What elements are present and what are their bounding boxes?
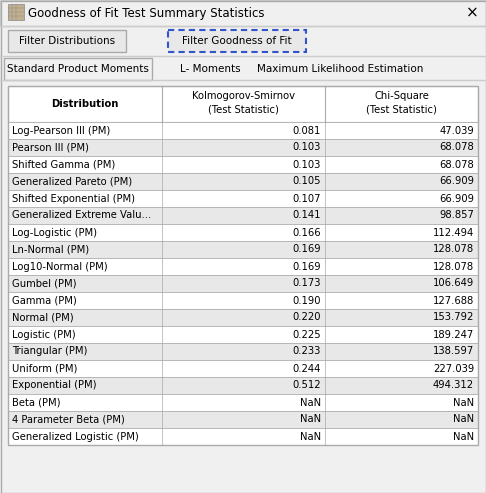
Text: NaN: NaN (453, 431, 474, 442)
Text: Standard Product Moments: Standard Product Moments (7, 64, 149, 74)
Text: Kolmogorov-Smirnov: Kolmogorov-Smirnov (192, 91, 295, 101)
Text: 68.078: 68.078 (439, 142, 474, 152)
Text: 0.169: 0.169 (293, 261, 321, 272)
Text: 0.081: 0.081 (293, 126, 321, 136)
Text: ×: × (466, 5, 478, 21)
Bar (8, 343, 478, 360)
Bar (8, 173, 478, 190)
Bar (8, 241, 478, 258)
Bar (0, 0, 486, 26)
Bar (8, 275, 478, 292)
Text: NaN: NaN (453, 415, 474, 424)
Bar (8, 139, 478, 156)
Bar (4, 58, 152, 80)
Text: (Test Statistic): (Test Statistic) (208, 105, 279, 115)
Text: 0.512: 0.512 (293, 381, 321, 390)
Text: 0.141: 0.141 (293, 211, 321, 220)
Bar (8, 309, 478, 326)
Text: Shifted Gamma (PM): Shifted Gamma (PM) (12, 160, 115, 170)
Text: Chi-Square: Chi-Square (374, 91, 429, 101)
Bar (8, 428, 478, 445)
Bar (8, 86, 478, 122)
Text: 106.649: 106.649 (433, 279, 474, 288)
Text: 66.909: 66.909 (439, 193, 474, 204)
Text: L- Moments: L- Moments (180, 64, 240, 74)
Bar (8, 377, 478, 394)
Text: 0.169: 0.169 (293, 245, 321, 254)
Text: Beta (PM): Beta (PM) (12, 397, 60, 408)
Text: 227.039: 227.039 (433, 363, 474, 374)
Bar (8, 30, 126, 52)
Text: 128.078: 128.078 (433, 261, 474, 272)
Text: 0.233: 0.233 (293, 347, 321, 356)
Bar (8, 207, 478, 224)
Text: Goodness of Fit Test Summary Statistics: Goodness of Fit Test Summary Statistics (28, 6, 264, 20)
Bar (8, 258, 478, 275)
Text: Distribution: Distribution (52, 99, 119, 109)
Text: Shifted Exponential (PM): Shifted Exponential (PM) (12, 193, 135, 204)
Text: Generalized Logistic (PM): Generalized Logistic (PM) (12, 431, 139, 442)
Text: Filter Goodness of Fit: Filter Goodness of Fit (182, 36, 292, 46)
Text: Normal (PM): Normal (PM) (12, 313, 73, 322)
Text: 47.039: 47.039 (439, 126, 474, 136)
Text: NaN: NaN (300, 431, 321, 442)
Text: 189.247: 189.247 (433, 329, 474, 340)
Text: Pearson III (PM): Pearson III (PM) (12, 142, 89, 152)
Text: 138.597: 138.597 (433, 347, 474, 356)
Bar (8, 326, 478, 343)
Bar (8, 4, 24, 20)
Text: 68.078: 68.078 (439, 160, 474, 170)
Text: Triangular (PM): Triangular (PM) (12, 347, 87, 356)
Text: NaN: NaN (300, 397, 321, 408)
Text: Logistic (PM): Logistic (PM) (12, 329, 76, 340)
Text: NaN: NaN (300, 415, 321, 424)
Text: 66.909: 66.909 (439, 176, 474, 186)
Text: Generalized Extreme Valu...: Generalized Extreme Valu... (12, 211, 151, 220)
Bar (168, 30, 306, 52)
Text: 0.225: 0.225 (293, 329, 321, 340)
Text: Ln-Normal (PM): Ln-Normal (PM) (12, 245, 89, 254)
Text: NaN: NaN (453, 397, 474, 408)
Text: 128.078: 128.078 (433, 245, 474, 254)
Text: (Test Statistic): (Test Statistic) (366, 105, 437, 115)
Bar (8, 292, 478, 309)
Text: 4 Parameter Beta (PM): 4 Parameter Beta (PM) (12, 415, 125, 424)
Text: Log10-Normal (PM): Log10-Normal (PM) (12, 261, 107, 272)
Bar (8, 86, 478, 445)
Text: 0.103: 0.103 (293, 142, 321, 152)
Text: 98.857: 98.857 (439, 211, 474, 220)
Bar (8, 394, 478, 411)
Text: Uniform (PM): Uniform (PM) (12, 363, 77, 374)
Text: 0.105: 0.105 (293, 176, 321, 186)
Text: 112.494: 112.494 (433, 227, 474, 238)
Text: 0.220: 0.220 (293, 313, 321, 322)
Bar (8, 156, 478, 173)
Text: Log-Logistic (PM): Log-Logistic (PM) (12, 227, 97, 238)
Bar (8, 224, 478, 241)
Bar (8, 411, 478, 428)
Text: 0.173: 0.173 (293, 279, 321, 288)
Text: Generalized Pareto (PM): Generalized Pareto (PM) (12, 176, 132, 186)
Text: 153.792: 153.792 (433, 313, 474, 322)
Bar (8, 360, 478, 377)
Text: Gumbel (PM): Gumbel (PM) (12, 279, 76, 288)
Bar (8, 122, 478, 139)
Text: Log-Pearson III (PM): Log-Pearson III (PM) (12, 126, 110, 136)
Text: 0.190: 0.190 (293, 295, 321, 306)
Text: Exponential (PM): Exponential (PM) (12, 381, 97, 390)
Text: Filter Distributions: Filter Distributions (19, 36, 115, 46)
Text: 494.312: 494.312 (433, 381, 474, 390)
Text: Gamma (PM): Gamma (PM) (12, 295, 77, 306)
Text: 127.688: 127.688 (433, 295, 474, 306)
Bar (8, 190, 478, 207)
Text: 0.166: 0.166 (293, 227, 321, 238)
Text: Maximum Likelihood Estimation: Maximum Likelihood Estimation (257, 64, 423, 74)
Text: 0.103: 0.103 (293, 160, 321, 170)
Text: 0.244: 0.244 (293, 363, 321, 374)
Text: 0.107: 0.107 (293, 193, 321, 204)
